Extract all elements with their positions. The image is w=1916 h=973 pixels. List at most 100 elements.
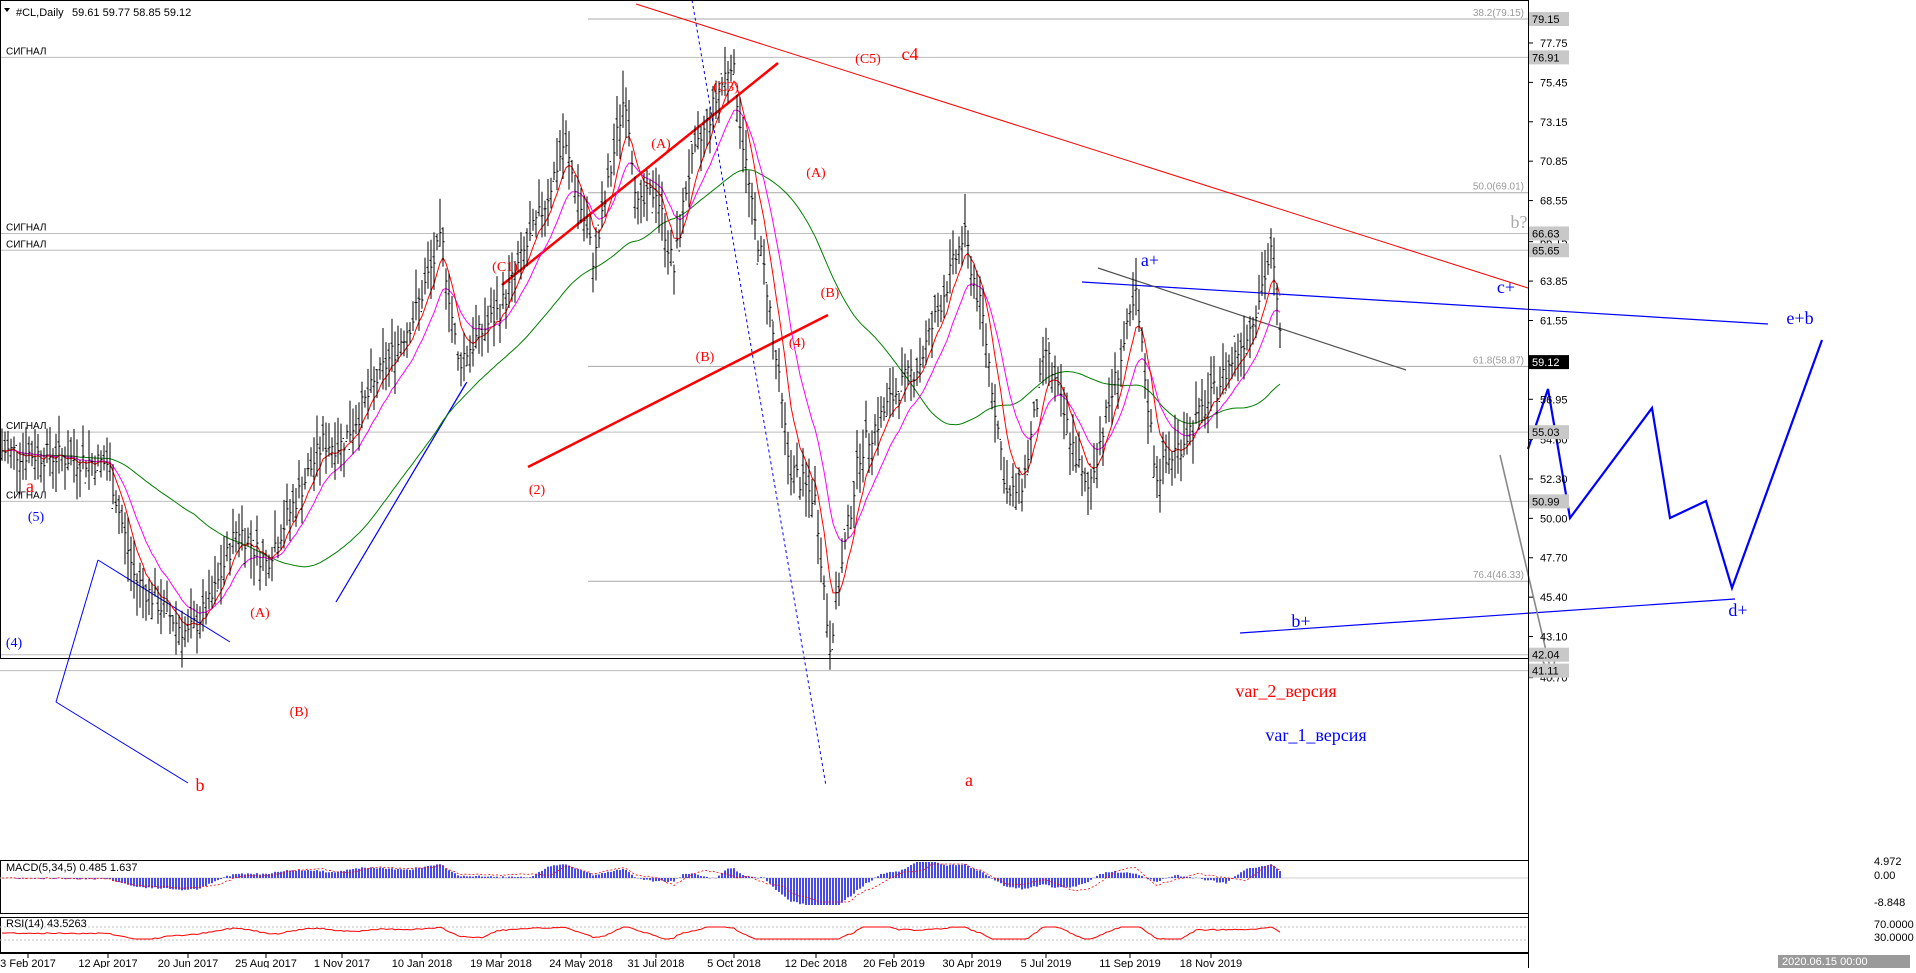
price-bar: [150, 582, 154, 620]
price-bar: [864, 400, 868, 438]
price-bar: [1092, 443, 1096, 483]
price-level-value: 79.15: [1532, 14, 1560, 26]
price-bar: [306, 452, 310, 477]
price-bar: [888, 368, 892, 418]
price-bar: [801, 448, 805, 497]
macd-signal-line: [1, 863, 1281, 903]
price-bar: [762, 239, 766, 285]
price-bar: [441, 227, 445, 267]
x-tick-label: 20 Jun 2017: [158, 958, 219, 968]
y-tick-label: 56.95: [1540, 394, 1568, 406]
price-bar: [219, 544, 223, 605]
price-bar: [294, 488, 298, 527]
price-bar: [876, 397, 880, 456]
price-bar: [1260, 251, 1264, 297]
chart-menu-triangle-icon[interactable]: [4, 8, 10, 12]
price-bar: [18, 442, 22, 495]
price-bar: [819, 537, 823, 583]
corner-time-box: [1778, 955, 1910, 968]
price-bar: [444, 268, 448, 310]
price-bar: [348, 400, 352, 451]
price-bar: [1005, 459, 1009, 504]
price-bar: [918, 337, 922, 383]
price-bar: [429, 239, 433, 299]
price-bar: [585, 196, 589, 239]
price-bar: [765, 282, 769, 325]
price-bar: [417, 288, 421, 331]
price-bar: [531, 208, 535, 236]
price-bar: [63, 446, 67, 490]
price-bar: [744, 130, 748, 194]
price-bar: [1041, 336, 1045, 386]
price-bar: [114, 490, 118, 514]
price-bar: [828, 620, 832, 670]
price-bar: [384, 342, 388, 391]
price-bar: [600, 181, 604, 228]
price-bar: [288, 498, 292, 541]
price-bar: [30, 440, 34, 467]
price-bar: [333, 422, 337, 480]
price-bar: [318, 436, 322, 486]
price-bar: [1227, 354, 1231, 389]
price-bar: [345, 424, 349, 443]
price-bar: [330, 437, 334, 468]
price-bar: [354, 404, 358, 435]
price-bar: [813, 465, 817, 506]
wave-label-red: a: [26, 476, 34, 496]
price-bar: [711, 85, 715, 131]
price-bar: [648, 173, 652, 196]
price-bar: [732, 49, 736, 75]
price-bar: [576, 164, 580, 230]
price-bar: [570, 159, 574, 183]
x-tick-label: 18 Nov 2019: [1180, 958, 1242, 968]
price-bar: [978, 276, 982, 330]
price-bar: [792, 455, 796, 494]
price-bar: [861, 429, 865, 483]
price-bar: [78, 459, 82, 498]
price-bar: [138, 562, 142, 608]
price-bar: [933, 294, 937, 323]
price-bar: [381, 327, 385, 390]
price-bar: [261, 538, 265, 571]
price-bar: [984, 323, 988, 368]
price-bar: [432, 232, 436, 290]
price-bar: [552, 161, 556, 182]
price-bar: [105, 437, 109, 481]
price-bar: [324, 422, 328, 474]
price-bar: [567, 131, 571, 190]
price-bar: [192, 600, 196, 629]
macd-axis-bottom: -8.848: [1874, 897, 1905, 909]
price-bar: [642, 173, 646, 217]
price-bar: [507, 255, 511, 308]
price-bar: [468, 335, 472, 373]
price-bar: [21, 432, 25, 480]
price-level-badge: [1529, 647, 1569, 662]
price-bar: [3, 431, 7, 462]
price-bar: [39, 450, 43, 483]
price-bar: [666, 230, 670, 275]
price-bar: [783, 402, 787, 456]
price-bar: [1020, 478, 1024, 512]
price-bar: [93, 455, 97, 486]
rsi-label: RSI(14) 43.5263: [6, 918, 87, 930]
price-bar: [660, 181, 664, 241]
price-bar: [906, 360, 910, 386]
price-bar: [1029, 421, 1033, 463]
price-bar: [720, 73, 724, 96]
price-bar: [807, 458, 811, 518]
price-bar: [225, 531, 229, 562]
y-tick-label: 68.55: [1540, 196, 1568, 208]
price-bar: [1266, 243, 1270, 275]
price-bar: [450, 296, 454, 343]
price-level-badge: [1529, 226, 1569, 241]
price-bar: [363, 390, 367, 408]
price-bar: [516, 240, 520, 273]
price-bar: [378, 357, 382, 380]
price-bar: [300, 476, 304, 524]
price-bar: [24, 427, 28, 481]
price-bar: [285, 483, 289, 526]
price-bar: [591, 252, 595, 293]
price-bar: [621, 70, 625, 128]
price-bar: [1155, 455, 1159, 499]
